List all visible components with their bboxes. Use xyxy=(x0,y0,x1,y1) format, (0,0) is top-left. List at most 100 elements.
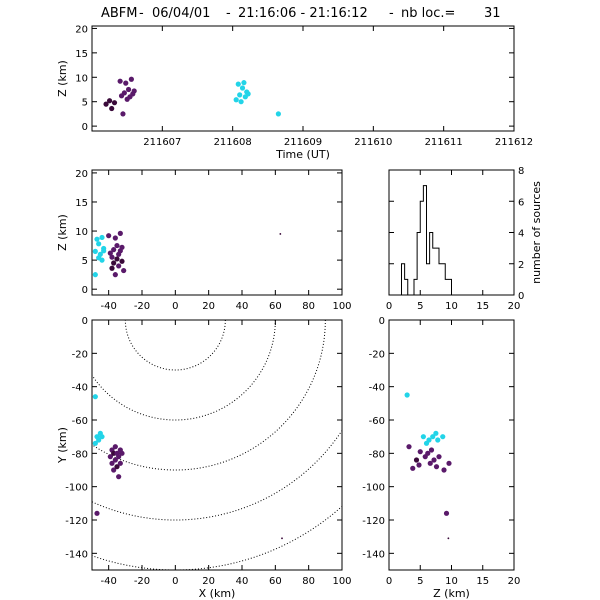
time-height-ylabel: Z (km) xyxy=(56,60,69,97)
x-y-map-ytick-label: -40 xyxy=(72,383,88,394)
title-dash-3: - xyxy=(389,6,394,21)
height-y-point xyxy=(428,447,435,453)
x-height-ytick-label: 20 xyxy=(75,169,88,180)
x-y-map-point xyxy=(92,440,98,446)
x-height-point xyxy=(109,265,115,271)
x-y-map-point xyxy=(107,454,113,460)
height-y-ytick-label: -120 xyxy=(362,516,385,527)
x-height-point xyxy=(94,236,100,242)
x-height-xtick-label: 80 xyxy=(302,301,315,312)
height-y-xtick-label: 15 xyxy=(476,576,489,587)
height-y-point xyxy=(435,437,441,443)
time-height-point xyxy=(109,105,115,112)
x-height-xtick-label: -20 xyxy=(134,301,150,312)
height-histogram-xtick-label: 0 xyxy=(386,301,392,312)
height-histogram-ylabel: number of sources xyxy=(530,181,543,284)
height-y-point xyxy=(441,467,447,473)
x-y-map-point xyxy=(92,394,98,400)
height-histogram-step-outline xyxy=(401,185,514,295)
x-height-point xyxy=(107,250,113,256)
height-y-xtick-label: 0 xyxy=(386,576,392,587)
height-y-xtick-label: 10 xyxy=(445,576,458,587)
time-height-xtick-label: 211609 xyxy=(284,137,322,148)
time-height-point xyxy=(233,97,239,103)
time-height-frame xyxy=(91,25,515,132)
x-height-point xyxy=(99,257,105,263)
title-prefix: ABFM xyxy=(101,6,138,21)
height-histogram-frame xyxy=(388,169,515,296)
height-y-point xyxy=(425,450,431,456)
x-height-ylabel: Z (km) xyxy=(56,214,69,251)
x-y-map-point xyxy=(111,467,117,473)
time-height-xtick-label: 211611 xyxy=(425,137,463,148)
x-height-frame xyxy=(91,169,343,296)
x-height-point xyxy=(119,258,125,264)
x-y-map-point xyxy=(112,444,118,450)
x-height-point xyxy=(96,241,102,247)
height-y-panel: 0 5 10 15 20 -140 -120 -100 -80 -60 -40 -20 0 Z (km) xyxy=(362,316,520,600)
x-height-point xyxy=(111,260,117,266)
height-y-ytick-label: -60 xyxy=(369,416,385,427)
x-y-map-plot-area xyxy=(92,320,342,570)
x-y-map-xlabel: X (km) xyxy=(199,587,236,600)
x-y-map-xtick-label: 0 xyxy=(172,576,178,587)
x-y-map-point xyxy=(114,464,120,470)
x-height-point xyxy=(112,235,118,241)
x-height-ytick-label: 15 xyxy=(75,198,88,209)
title-time-range: 21:16:06 - 21:16:12 xyxy=(238,6,368,21)
height-y-point xyxy=(431,457,437,463)
time-height-xtick-label: 211612 xyxy=(495,137,533,148)
height-histogram-ytick-label: 6 xyxy=(518,197,524,208)
height-y-ytick-label: -140 xyxy=(362,549,385,560)
x-height-point xyxy=(99,234,105,241)
height-histogram-ytick-label: 8 xyxy=(518,166,524,177)
x-height-xtick-label: 20 xyxy=(202,301,215,312)
x-height-xtick-label: 100 xyxy=(332,301,351,312)
height-histogram-xtick-label: 10 xyxy=(445,301,458,312)
height-histogram-bin xyxy=(433,248,436,295)
height-y-plot-area xyxy=(404,392,452,540)
x-y-map-xtick-label: 100 xyxy=(332,576,351,587)
time-height-xlabel: Time (UT) xyxy=(275,148,330,161)
x-height-point xyxy=(119,244,125,250)
x-height-xtick-label: -40 xyxy=(100,301,116,312)
height-y-ytick-label: -100 xyxy=(362,483,385,494)
x-height-point xyxy=(106,233,112,239)
x-y-map-ytick-label: -140 xyxy=(65,549,88,560)
x-y-map-ytick-label: -120 xyxy=(65,516,88,527)
height-y-point xyxy=(416,462,422,468)
title-dash-2: - xyxy=(226,6,231,21)
x-y-map-point xyxy=(117,460,123,466)
height-y-point xyxy=(406,444,412,450)
x-y-map-ytick-label: 0 xyxy=(82,316,88,327)
x-y-map-ytick-label: -80 xyxy=(72,449,88,460)
height-y-point xyxy=(427,460,433,466)
x-y-map-xtick-label: 20 xyxy=(202,576,215,587)
x-height-xtick-label: 60 xyxy=(269,301,282,312)
x-y-map-point xyxy=(116,474,122,480)
x-height-point xyxy=(279,233,282,235)
height-y-point xyxy=(413,457,420,463)
x-y-map-point xyxy=(281,537,283,540)
height-y-point xyxy=(436,454,442,460)
x-height-point xyxy=(97,251,103,257)
height-histogram-xtick-label: 5 xyxy=(417,301,423,312)
x-height-point xyxy=(121,267,127,274)
time-height-point xyxy=(106,98,113,104)
time-height-point xyxy=(120,111,126,117)
x-y-map-point xyxy=(94,510,100,516)
x-y-map-xtick-label: -20 xyxy=(134,576,150,587)
x-y-map-ytick-label: -100 xyxy=(65,483,88,494)
x-y-map-point xyxy=(99,434,105,440)
time-height-point xyxy=(238,99,244,105)
time-height-point xyxy=(131,88,137,94)
x-y-map-point xyxy=(116,454,122,460)
time-height-point xyxy=(121,90,127,96)
x-height-plot-area xyxy=(92,230,282,278)
x-height-ytick-label: 10 xyxy=(75,227,88,238)
time-height-xtick-label: 211608 xyxy=(214,137,252,148)
height-y-xlabel: Z (km) xyxy=(433,587,470,600)
time-height-panel: 211607 211608 211609 211610 211611 211612 0 5 10… xyxy=(56,24,533,161)
x-y-map-point xyxy=(96,437,102,443)
